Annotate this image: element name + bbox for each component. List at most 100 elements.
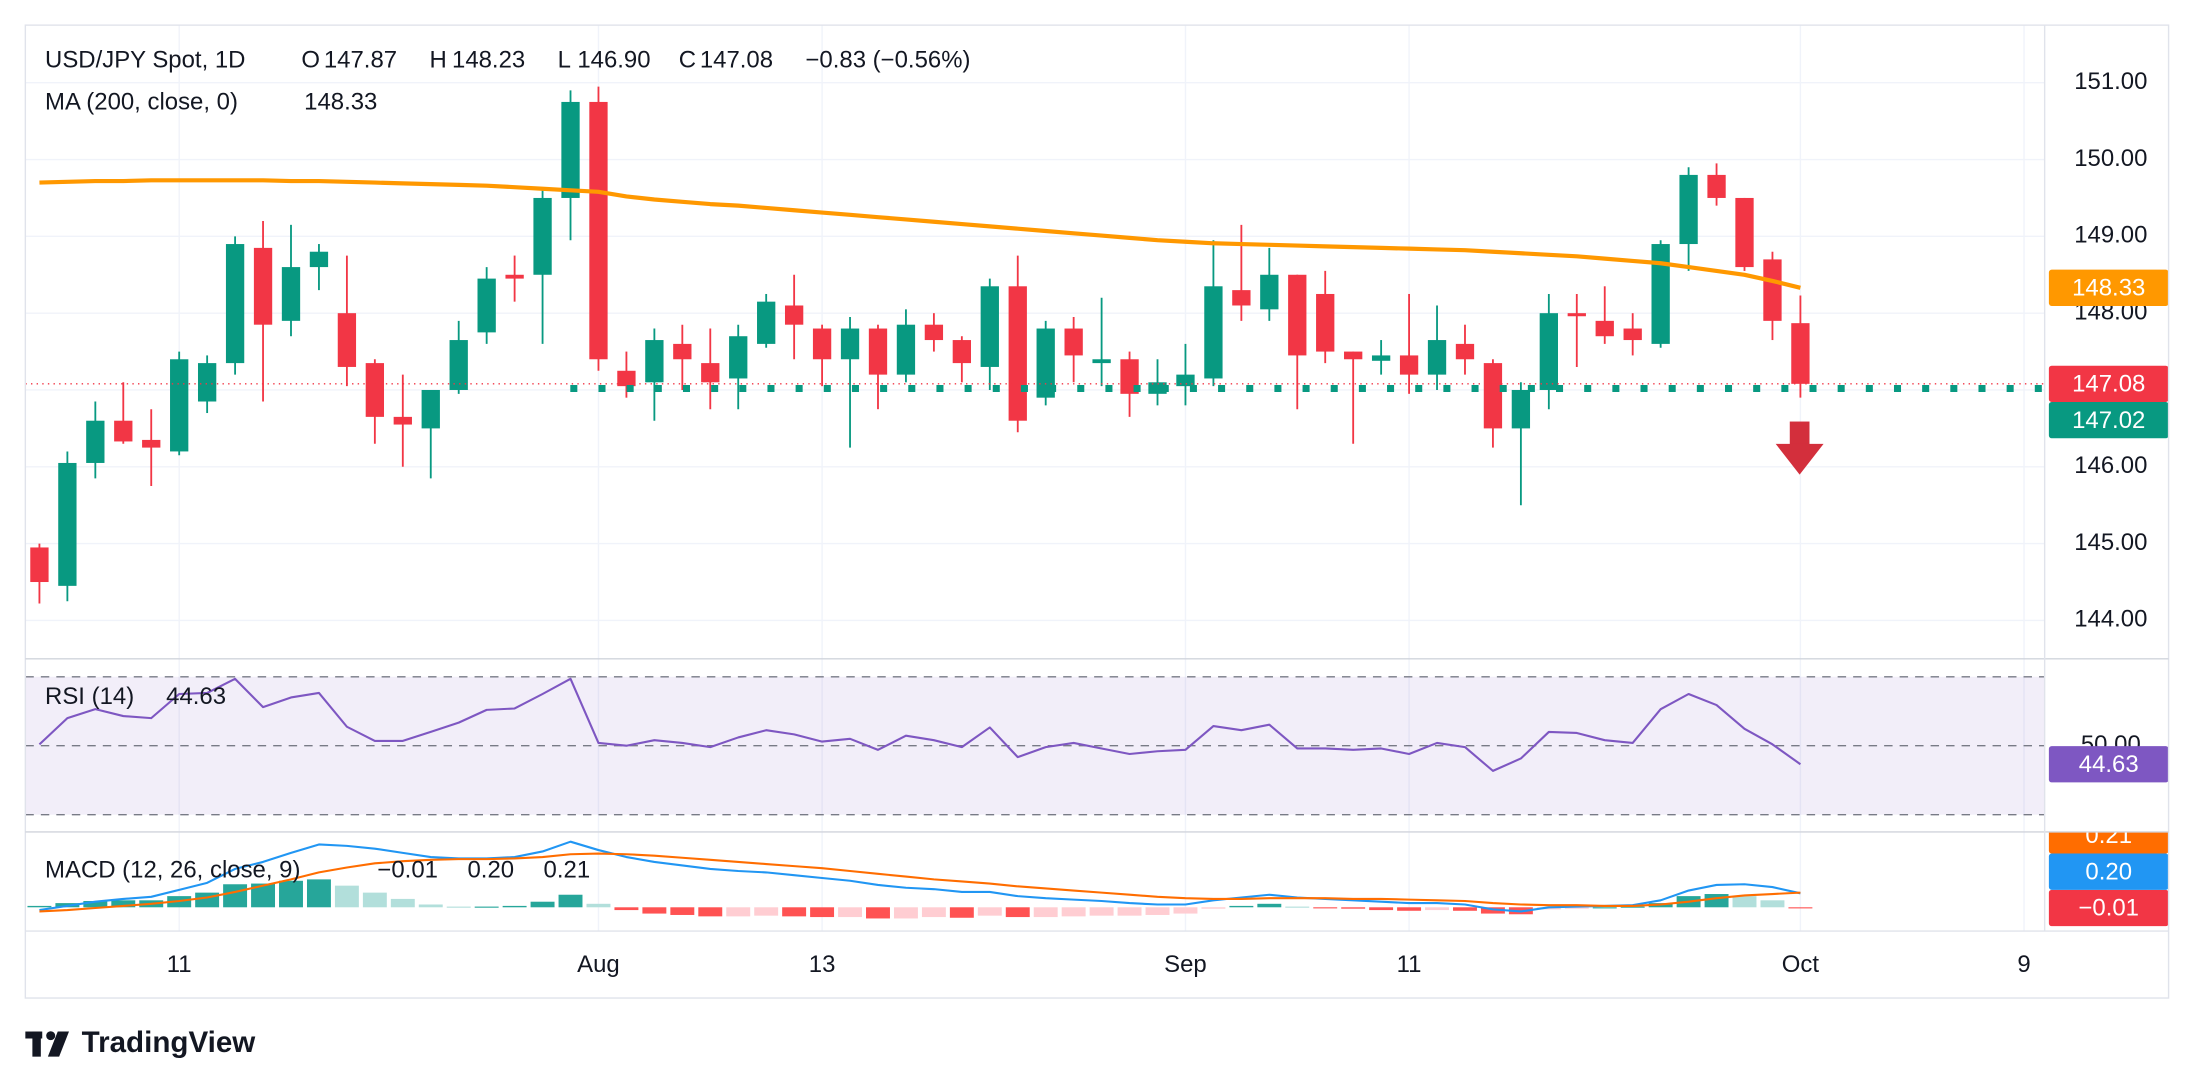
candle-body bbox=[170, 359, 189, 452]
price-pane: 144.00145.00146.00147.00148.00149.00150.… bbox=[25, 68, 2169, 633]
histogram-bar bbox=[446, 906, 471, 908]
candle-body bbox=[1483, 363, 1503, 429]
logo-part bbox=[32, 1031, 41, 1057]
candle-body bbox=[812, 328, 832, 360]
histogram-bar bbox=[1397, 907, 1422, 911]
rsi-legend: RSI (14) bbox=[45, 683, 134, 710]
candle-body bbox=[365, 363, 385, 417]
histogram-bar bbox=[614, 907, 639, 911]
logo-part bbox=[46, 1031, 56, 1041]
rsi-line bbox=[38, 677, 1802, 772]
histogram-bar bbox=[1285, 906, 1310, 908]
y-tick-label: 146.00 bbox=[2074, 452, 2147, 479]
y-tick-label: 151.00 bbox=[2074, 68, 2147, 95]
histogram-bar bbox=[921, 907, 946, 918]
candle-body bbox=[896, 324, 916, 375]
candle-body bbox=[253, 247, 273, 325]
histogram-bar bbox=[893, 907, 918, 919]
macd-line bbox=[39, 852, 1801, 913]
ohlc-key: L bbox=[558, 47, 571, 74]
candle-body bbox=[1232, 290, 1251, 306]
candle-body bbox=[58, 462, 77, 586]
histogram-bar bbox=[1564, 907, 1589, 909]
histogram-bar bbox=[642, 907, 667, 914]
histogram-bar bbox=[586, 903, 611, 908]
ohlc-value: 147.08 bbox=[700, 47, 773, 74]
macd-legend: MACD (12, 26, close, 9) bbox=[45, 856, 300, 883]
price-label-box bbox=[2048, 831, 2169, 854]
ma-line bbox=[39, 178, 1801, 290]
candle-body bbox=[1567, 313, 1586, 317]
symbol-title: USD/JPY Spot, 1D bbox=[45, 47, 245, 74]
candle-body bbox=[673, 343, 692, 360]
candle-body bbox=[1036, 328, 1055, 398]
histogram-bar bbox=[1201, 907, 1226, 909]
candle-body bbox=[142, 439, 161, 448]
ohlc-value: 147.87 bbox=[324, 47, 397, 74]
candle-body bbox=[393, 416, 412, 425]
histogram-bar bbox=[977, 907, 1002, 916]
price-label: 148.33 bbox=[2072, 275, 2145, 302]
histogram-bar bbox=[1425, 907, 1449, 911]
ma-value: 148.33 bbox=[304, 89, 377, 116]
candle-body bbox=[477, 278, 496, 333]
x-tick-label: Sep bbox=[1164, 951, 1207, 978]
logo-part bbox=[47, 1031, 69, 1057]
histogram-bar bbox=[782, 907, 807, 917]
candle-body bbox=[1260, 274, 1279, 310]
x-tick-label: 9 bbox=[2017, 951, 2030, 978]
candle-body bbox=[225, 244, 245, 364]
arrow-shaft bbox=[1789, 421, 1810, 446]
histogram-bar bbox=[866, 907, 890, 919]
candle-body bbox=[1176, 374, 1195, 387]
y-tick-label: 149.00 bbox=[2074, 222, 2147, 249]
price-label-box bbox=[2048, 269, 2169, 306]
histogram-bar bbox=[1704, 894, 1729, 908]
ma-legend: MA (200, close, 0) bbox=[45, 89, 238, 116]
histogram-bar bbox=[502, 905, 527, 908]
candle-body bbox=[980, 286, 999, 367]
legend: USD/JPY Spot, 1D O 147.87 H 148.23 L 146… bbox=[45, 47, 970, 883]
histogram-bar bbox=[1453, 907, 1477, 911]
histogram-bar bbox=[1620, 906, 1645, 908]
ohlc-key: O bbox=[301, 47, 320, 74]
candle-body bbox=[421, 389, 440, 429]
histogram-bar bbox=[1257, 903, 1282, 908]
candle-body bbox=[197, 363, 217, 402]
histogram-bar bbox=[251, 883, 276, 908]
candle-body bbox=[30, 547, 49, 583]
candle-body bbox=[1008, 286, 1027, 421]
y-tick-label: 144.00 bbox=[2074, 606, 2147, 633]
candle-body bbox=[1371, 355, 1391, 361]
ohlc-value: 148.23 bbox=[452, 47, 525, 74]
frame bbox=[24, 24, 2170, 999]
candle-body bbox=[952, 340, 971, 364]
candle-body bbox=[1344, 351, 1363, 360]
candle-body bbox=[1092, 359, 1111, 364]
candle-body bbox=[561, 101, 580, 198]
histogram-bar bbox=[334, 885, 359, 908]
candle-body bbox=[309, 251, 329, 268]
x-tick-label: Oct bbox=[1782, 951, 1820, 978]
histogram-bar bbox=[474, 906, 499, 908]
ohlc-value: 146.90 bbox=[577, 47, 650, 74]
candle-body bbox=[868, 328, 888, 375]
y-tick-label: 145.00 bbox=[2074, 529, 2147, 556]
histogram-bar bbox=[362, 892, 387, 908]
histogram-bar bbox=[1788, 907, 1813, 909]
price-label-box bbox=[2048, 365, 2169, 402]
candle-body bbox=[617, 370, 636, 387]
candle-body bbox=[645, 340, 664, 383]
x-tick-label: 13 bbox=[809, 951, 836, 978]
histogram-bar bbox=[1089, 907, 1114, 916]
histogram-bar bbox=[670, 907, 695, 915]
macd-hist-value: −0.01 bbox=[377, 856, 438, 883]
candle-body bbox=[1651, 244, 1670, 344]
candle-body bbox=[86, 420, 105, 463]
candle-body bbox=[729, 336, 748, 379]
x-tick-label: Aug bbox=[577, 951, 620, 978]
histogram-bar bbox=[223, 884, 248, 908]
ohlc-key: H bbox=[429, 47, 446, 74]
grid-layer bbox=[25, 25, 2045, 932]
